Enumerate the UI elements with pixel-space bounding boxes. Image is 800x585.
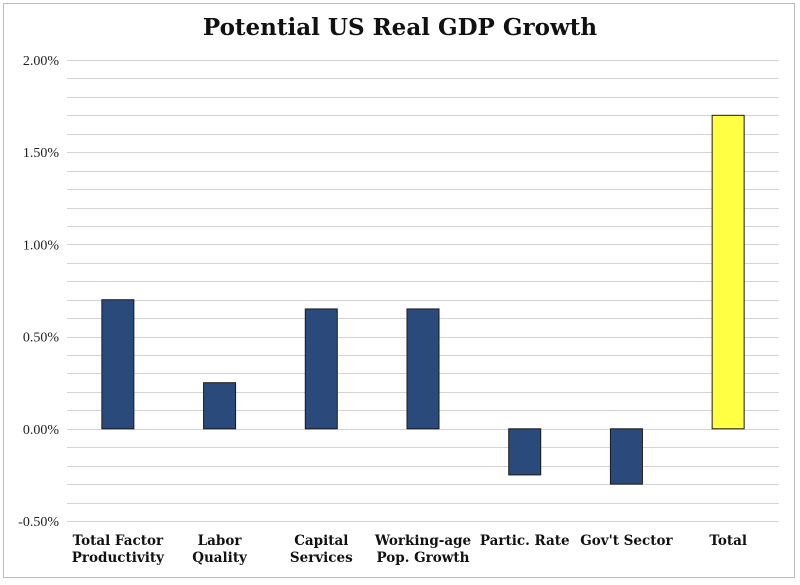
bar	[609, 428, 643, 485]
x-tick-label: Total	[709, 533, 747, 549]
chart-title: Potential US Real GDP Growth	[202, 14, 598, 41]
y-tick-label: -0.50%	[18, 515, 59, 530]
x-tick-label: Capital Services	[290, 533, 353, 566]
y-tick-label: 1.00%	[23, 238, 60, 253]
y-tick-label: 0.50%	[23, 331, 60, 346]
x-tick-label: Total Factor Productivity	[72, 533, 165, 566]
y-tick-label: 0.00%	[23, 423, 60, 438]
x-tick-label: Labor Quality	[192, 533, 248, 566]
y-tick-label: 2.00%	[23, 54, 60, 69]
bar	[508, 428, 542, 476]
bar	[406, 308, 440, 430]
bars	[101, 114, 745, 485]
x-tick-label: Gov't Sector	[580, 533, 673, 549]
grid-layer	[67, 60, 779, 522]
x-tick-label: Working-age Pop. Growth	[374, 533, 471, 566]
bar	[304, 308, 338, 430]
x-tick-label: Partic. Rate	[480, 533, 570, 549]
y-tick-label: 1.50%	[23, 146, 60, 161]
y-axis-ticks: 2.00% 1.50% 1.00% 0.50% 0.00% -0.50%	[18, 54, 59, 530]
chart-frame	[3, 3, 795, 578]
bar	[711, 114, 745, 430]
bar	[101, 299, 135, 430]
x-axis-labels: Total Factor Productivity Labor Quality Capi…	[72, 533, 747, 566]
bar	[203, 382, 237, 430]
